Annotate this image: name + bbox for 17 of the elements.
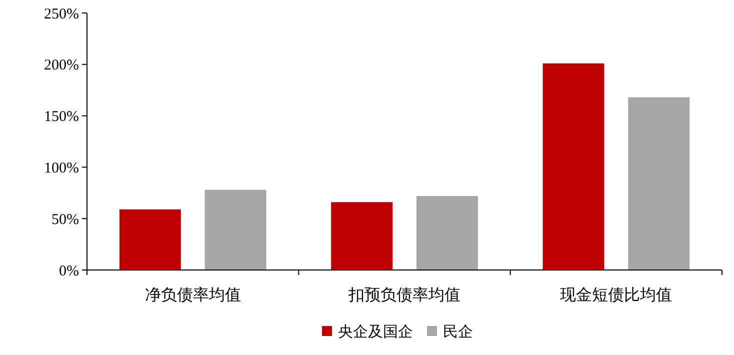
legend-label: 央企及国企: [338, 323, 413, 340]
bar: [331, 202, 393, 270]
bar: [119, 209, 181, 270]
x-tick-label: 净负债率均值: [144, 286, 241, 304]
bar: [542, 63, 604, 270]
x-tick-label: 扣预负债率均值: [348, 286, 460, 304]
bar: [416, 196, 478, 270]
legend-label: 民企: [443, 323, 473, 340]
x-tick-label: 现金短债比均值: [560, 286, 672, 304]
y-tick-label: 100%: [44, 160, 79, 176]
y-tick-label: 250%: [44, 6, 79, 22]
y-tick-label: 150%: [44, 109, 79, 126]
bar: [628, 97, 690, 270]
y-tick-label: 50%: [52, 212, 79, 228]
bar: [204, 190, 266, 270]
y-tick-label: 200%: [44, 58, 79, 74]
y-tick-label: 0%: [59, 263, 79, 280]
